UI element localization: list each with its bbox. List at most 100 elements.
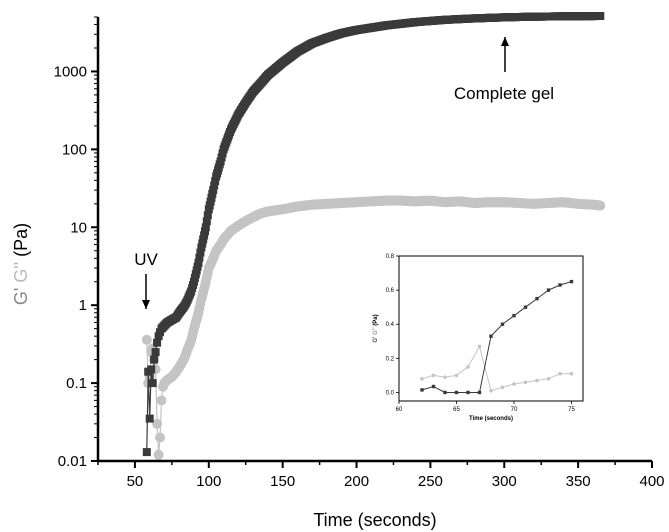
- inset-g-double-prime-point: [466, 365, 470, 369]
- y-tick-label: 1000: [54, 63, 87, 80]
- g-prime-marker: [202, 217, 211, 226]
- inset-g-prime-point: [569, 279, 574, 284]
- g-prime-point: [151, 348, 160, 357]
- inset-y-title-unit: (Pa): [373, 314, 379, 325]
- g-double-prime-point: [155, 432, 165, 443]
- g-prime-marker: [196, 248, 205, 257]
- y-tick-label: 1: [79, 297, 87, 314]
- inset-g-double-prime-point: [443, 375, 447, 379]
- inset-g-prime-point: [443, 390, 447, 395]
- inset-g-double-prime-point: [420, 377, 424, 381]
- inset-g-double-prime-point: [477, 344, 482, 349]
- x-tick-label: 100: [196, 473, 221, 490]
- inset-g-double-prime-point: [489, 388, 493, 393]
- main-plot-series: [141, 12, 606, 460]
- y-tick-label: 0.1: [66, 375, 87, 392]
- inset-g-double-prime-point: [569, 371, 574, 376]
- inset-g-double-prime-point: [454, 373, 459, 378]
- g-prime-point: [194, 258, 203, 267]
- inset-g-prime-point: [535, 296, 539, 301]
- annotation-uv: UV: [134, 250, 158, 269]
- inset-g-prime-point: [558, 283, 562, 287]
- g-prime-point: [150, 355, 159, 364]
- y-axis-title: G' G'' (Pa): [11, 223, 31, 305]
- annotation-uv-arrow-head: [142, 300, 150, 309]
- g-prime-point: [147, 365, 156, 374]
- g-prime-point: [153, 338, 162, 347]
- inset-g-prime-point: [546, 288, 551, 292]
- g-double-prime-point: [156, 395, 167, 406]
- series-g-double-prime: [141, 195, 606, 460]
- inset-g-double-prime-point: [431, 373, 436, 378]
- inset-g-double-prime-point: [558, 371, 562, 376]
- annotation-complete-gel-arrow-head: [501, 37, 509, 46]
- inset-x-tick-label: 60: [396, 407, 403, 413]
- inset-g-prime-point: [477, 390, 482, 395]
- inset-g-double-prime-point: [500, 385, 505, 390]
- x-tick-label: 350: [566, 473, 591, 490]
- inset-g-prime-point: [500, 322, 505, 326]
- annotation-complete-gel: Complete gel: [454, 84, 554, 103]
- inset-frame: [398, 255, 584, 402]
- y-axis-title-text: G' G'' (Pa): [11, 223, 31, 305]
- inset-g-prime-point: [420, 388, 424, 392]
- g-prime-marker: [200, 231, 209, 240]
- inset-y-title-g-double-prime: G'': [373, 326, 379, 335]
- inset-x-tick-label: 70: [511, 407, 518, 413]
- y-title-unit: (Pa): [11, 223, 31, 257]
- inset-y-tick-label: 0.2: [386, 356, 395, 362]
- x-tick-label: 400: [639, 473, 664, 490]
- series-g-prime: [142, 12, 605, 457]
- x-tick-label: 250: [418, 473, 443, 490]
- inset-y-tick-label: 0.6: [386, 288, 395, 294]
- g-prime-point: [209, 186, 218, 195]
- main-plot-axes: 50 100 150 200 250 300 350 400 0.01 0.1 1 10 100 1000: [54, 16, 665, 490]
- g-prime-marker: [195, 253, 204, 262]
- inset-x-tick-label: 75: [568, 407, 575, 413]
- inset-y-title-g-prime: G': [373, 335, 379, 343]
- inset-y-tick-label: 0.8: [386, 254, 395, 260]
- inset-g-prime-point: [523, 305, 528, 309]
- inset-g-prime-line: [421, 281, 572, 393]
- g-double-prime-point: [153, 449, 164, 460]
- y-tick-label: 10: [70, 219, 87, 236]
- g-double-prime-point: [141, 334, 152, 345]
- inset-g-prime-point: [431, 384, 436, 389]
- g-prime-point: [148, 379, 157, 388]
- y-tick-label: 0.01: [58, 453, 87, 470]
- inset-g-double-prime-point: [535, 378, 539, 383]
- g-prime-point: [142, 448, 151, 457]
- inset-y-axis-title: G' G'' (Pa): [373, 314, 379, 342]
- g-prime-point: [596, 12, 605, 20]
- g-prime-marker: [203, 211, 212, 220]
- x-tick-label: 150: [270, 473, 295, 490]
- g-double-prime-point: [595, 200, 606, 211]
- y-tick-label: 100: [62, 141, 87, 158]
- inset-chart: 60 65 70 75 0.0 0.2 0.4 0.6 0.8 Time (seconds) G' …: [373, 254, 584, 422]
- inset-x-tick-label: 65: [453, 407, 460, 413]
- g-double-prime-point: [152, 418, 163, 429]
- inset-g-prime-point: [489, 334, 493, 338]
- g-prime-point: [201, 223, 210, 232]
- inset-y-tick-label: 0.0: [386, 390, 395, 396]
- x-tick-label: 50: [127, 473, 144, 490]
- y-title-g-prime: G': [11, 283, 31, 305]
- x-axis-title: Time (seconds): [313, 510, 436, 530]
- inset-g-double-prime-point: [523, 380, 528, 385]
- g-prime-marker: [210, 181, 219, 190]
- g-prime-marker: [198, 239, 207, 248]
- y-title-g-double-prime: G'': [11, 257, 31, 283]
- inset-g-prime-point: [454, 390, 459, 395]
- inset-g-prime-point: [512, 314, 516, 318]
- x-tick-label: 200: [344, 473, 369, 490]
- inset-x-axis-title: Time (seconds): [469, 416, 513, 422]
- x-tick-label: 300: [492, 473, 517, 490]
- g-prime-point: [145, 414, 154, 423]
- g-prime-marker: [211, 177, 220, 185]
- inset-g-double-prime-point: [512, 382, 516, 386]
- inset-g-double-prime-line: [421, 345, 572, 392]
- inset-g-double-prime-point: [546, 377, 551, 381]
- inset-g-prime-point: [466, 390, 470, 395]
- inset-y-tick-label: 0.4: [386, 322, 395, 328]
